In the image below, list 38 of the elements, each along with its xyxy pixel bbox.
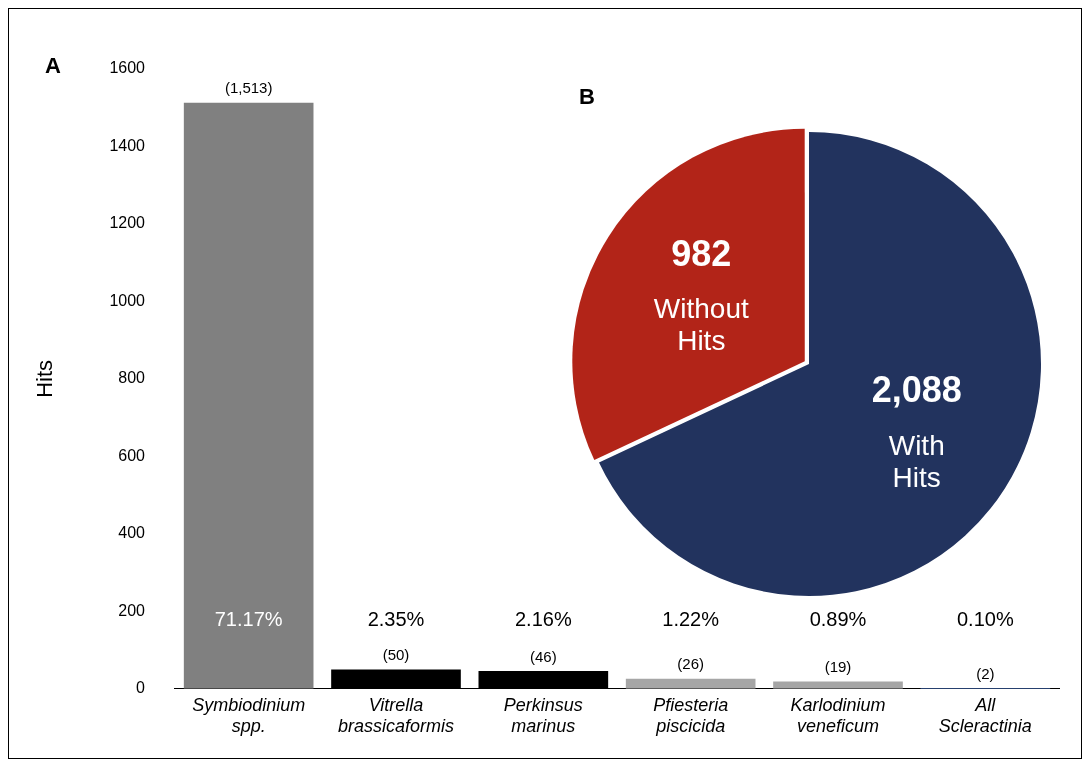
x-tick-label: Pfiesteria piscicida bbox=[653, 694, 729, 737]
y-tick-label: 0 bbox=[136, 679, 146, 697]
y-tick-label: 1200 bbox=[109, 214, 146, 232]
y-tick-label: 800 bbox=[118, 369, 146, 387]
chart-title: B bbox=[579, 84, 595, 110]
annotation: 0.10% bbox=[956, 608, 1014, 631]
y-tick-label: 200 bbox=[118, 601, 146, 619]
bar bbox=[773, 681, 903, 689]
y-tick-label: 400 bbox=[118, 524, 146, 542]
annotation: 1.22% bbox=[662, 608, 720, 631]
annotation: 71.17% bbox=[214, 608, 283, 631]
y-axis-title: Hits bbox=[32, 359, 58, 398]
data-label: (2) bbox=[976, 664, 995, 682]
chart-title: A bbox=[45, 53, 61, 79]
data-label: (50) bbox=[382, 646, 410, 664]
data-label: (26) bbox=[677, 655, 705, 673]
x-tick-label: Vitrella brassicaformis bbox=[337, 694, 455, 737]
annotation: 2.35% bbox=[367, 608, 425, 631]
bar bbox=[478, 670, 609, 689]
slice-label: With Hits bbox=[888, 430, 945, 494]
data-label: (46) bbox=[529, 647, 557, 665]
bar bbox=[331, 669, 461, 689]
y-tick-label: 1400 bbox=[109, 136, 146, 154]
annotation: 2.16% bbox=[514, 608, 572, 631]
y-tick-label: 600 bbox=[118, 446, 146, 464]
slice-label: Without Hits bbox=[653, 293, 749, 357]
data-label: 2,088 bbox=[871, 369, 962, 411]
y-tick-label: 1000 bbox=[109, 291, 146, 309]
x-tick-label: All Scleractinia bbox=[938, 694, 1032, 737]
y-tick-label: 1600 bbox=[109, 59, 146, 77]
data-label: (19) bbox=[824, 658, 852, 676]
annotation: 0.89% bbox=[809, 608, 867, 631]
data-label: (1,513) bbox=[224, 79, 273, 97]
x-tick-label: Symbiodinium spp. bbox=[192, 694, 306, 737]
bar bbox=[183, 102, 314, 689]
x-tick-label: Perkinsus marinus bbox=[503, 694, 583, 737]
x-tick-label: Karlodinium veneficum bbox=[790, 694, 886, 737]
data-label: 982 bbox=[671, 232, 732, 274]
